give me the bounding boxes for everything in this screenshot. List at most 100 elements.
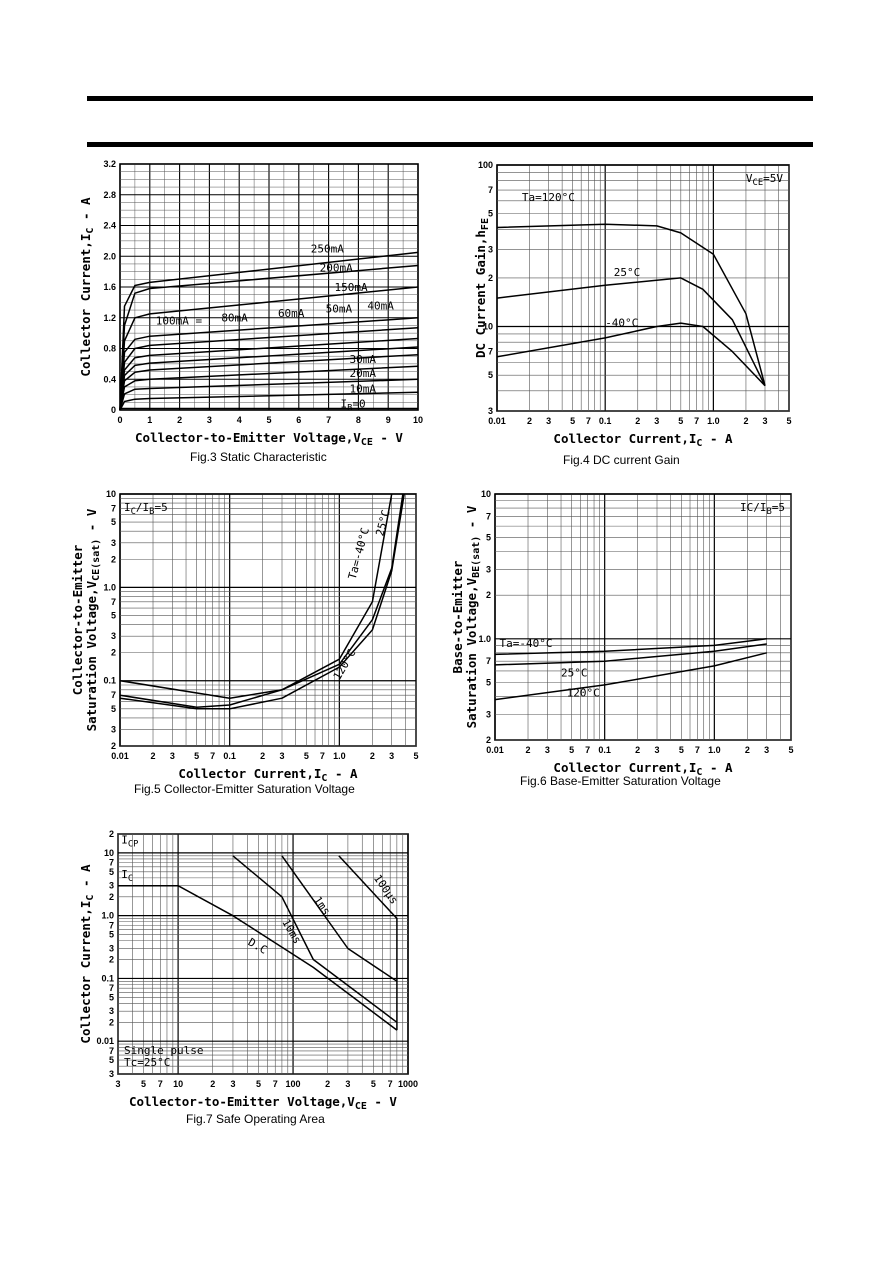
y-tick-label: 7 (486, 656, 491, 666)
y-tick-label: 0.01 (96, 1036, 114, 1046)
caption-fig5: Fig.5 Collector-Emitter Saturation Volta… (134, 782, 355, 796)
x-tick-label: 3 (389, 751, 394, 761)
x-tick-label: 7 (158, 1079, 163, 1089)
y-tick-label: 5 (488, 370, 493, 380)
fig4-svg: 0.01 2 3 5 7 0.1 2 3 5 7 1.0 2 3 5 3 5 7 10 2 3 5 7 100 Ta=120°… (473, 160, 792, 449)
x-tick-label: 7 (694, 416, 699, 426)
x-tick-label: 5 (141, 1079, 146, 1089)
y-tick-label: 1.0 (101, 911, 114, 921)
y-tick-label: 2 (109, 955, 114, 965)
y-tick-label: 5 (111, 610, 116, 620)
x-tick-label: 0.1 (598, 745, 611, 755)
y-tick-label: 10 (106, 489, 116, 499)
fig6-svg: 0.01 2 3 5 7 0.1 2 3 5 7 1.0 2 3 523571.0235710Ta=-40… (450, 489, 794, 778)
x-tick-label: 7 (388, 1079, 393, 1089)
curve-label: 25°C (614, 266, 641, 279)
y-tick-label: 0.1 (101, 973, 114, 983)
curve-label: 50mA (326, 302, 353, 315)
grid (496, 164, 790, 412)
curve-label: -40°C (605, 317, 638, 330)
series-line (119, 493, 393, 699)
y-tick-label: 10 (104, 848, 114, 858)
x-tick-label: 2 (210, 1079, 215, 1089)
y-tick-label: 7 (109, 983, 114, 993)
y-tick-label: 5 (109, 930, 114, 940)
series-line (281, 855, 398, 982)
x-tick-label: 3 (279, 751, 284, 761)
y-tick-label: 5 (486, 533, 491, 543)
y-tick-label: 2 (488, 273, 493, 283)
x-tick-label: 2 (527, 416, 532, 426)
x-tick-label: 1 (147, 415, 152, 425)
y-tick-label: 1.0 (103, 582, 116, 592)
fig5-svg: 0.01 2 3 5 7 0.1 2 3 5 7 1.0 2 3 523570.123571.023571… (70, 489, 419, 784)
y-tick-label: 3 (109, 881, 114, 891)
x-tick-label: 2 (370, 751, 375, 761)
y-tick-label: 10 (481, 489, 491, 499)
series-line (119, 365, 419, 411)
header-rule-bottom (87, 142, 813, 147)
curve-label: 80mA (221, 312, 248, 325)
y-tick-label: 5 (109, 992, 114, 1002)
y-axis-label-line1: Base-to-Emitter (450, 560, 465, 673)
y-tick-label: 2 (111, 741, 116, 751)
x-tick-label: 2 (177, 415, 182, 425)
x-axis-label: Collector-to-Emitter Voltage,VCE - V (129, 1094, 397, 1112)
curve-label: 10mA (349, 382, 376, 395)
y-tick-label: 7 (109, 920, 114, 930)
x-tick-label: 7 (326, 415, 331, 425)
x-tick-label: 5 (569, 745, 574, 755)
curve-label: IB=0 (341, 398, 366, 414)
y-tick-label: 1.6 (103, 282, 116, 292)
x-tick-label: 0.01 (111, 751, 129, 761)
curve-label: Ta=120°C (522, 191, 575, 204)
x-axis-label: Collector-to-Emitter Voltage,VCE - V (135, 430, 403, 448)
x-tick-label: 5 (304, 751, 309, 761)
y-tick-label: 5 (486, 677, 491, 687)
y-tick-label: 2.4 (103, 221, 116, 231)
y-tick-label: 7 (488, 347, 493, 357)
series-line (119, 391, 419, 411)
series-line (118, 884, 398, 1031)
y-axis-label: Collector Current,IC - A (78, 864, 96, 1044)
x-tick-label: 2 (325, 1079, 330, 1089)
y-tick-label: 7 (111, 597, 116, 607)
chart-fig7-safe-operating-area: 3 5 7 10 2 3 5 7 100 2 3 5 7 1000 3 5 7 0.01 2 3 5 7 0.1 2 3 5 7 1.… (60, 810, 440, 1130)
y-tick-label: 1.0 (478, 634, 491, 644)
y-tick-label: 5 (488, 209, 493, 219)
y-tick-label: 2 (111, 554, 116, 564)
x-tick-label: 0.1 (223, 751, 236, 761)
fig3-svg: 0 1 2 3 4 5 6 7 8 9 10 0 0.4 0.8 1.2 1.6 2.0 2.4 2.8 3.2 250… (78, 159, 423, 448)
x-tick-label: 2 (260, 751, 265, 761)
x-tick-label: 1.0 (707, 416, 720, 426)
x-tick-label: 6 (296, 415, 301, 425)
curve-label: 40mA (367, 299, 394, 312)
x-tick-label: 5 (679, 745, 684, 755)
grid (119, 493, 417, 747)
y-tick-label: 3 (486, 565, 491, 575)
curve-label: 120°C (567, 686, 600, 699)
condition-annotation: IC/IB=5 (740, 501, 785, 517)
y-tick-label: 7 (109, 1046, 114, 1056)
y-axis-label-line1: Collector-to-Emitter (70, 544, 85, 695)
y-tick-label: 3 (111, 538, 116, 548)
x-tick-label: 5 (266, 415, 271, 425)
x-tick-label: 5 (678, 416, 683, 426)
series-group (119, 251, 419, 411)
y-tick-label: 7 (111, 690, 116, 700)
curve-label: 150mA (335, 281, 368, 294)
y-tick-label: 5 (109, 1055, 114, 1065)
x-tick-label: 5 (413, 751, 418, 761)
series-line (494, 643, 767, 666)
y-tick-label: 1.2 (103, 313, 116, 323)
y-tick-label: 7 (109, 858, 114, 868)
y-tick-label: 2.8 (103, 190, 116, 200)
series-line (494, 638, 767, 656)
x-tick-label: 3 (764, 745, 769, 755)
curve-label: IC (121, 868, 133, 884)
series-line (119, 493, 404, 709)
grid (117, 833, 409, 1075)
y-axis-label-line2: Saturation Voltage,VCE(sat) - V (84, 508, 102, 731)
chart-fig4-dc-current-gain: 0.01 2 3 5 7 0.1 2 3 5 7 1.0 2 3 5 3 5 7 10 2 3 5 7 100 Ta=120°… (455, 155, 815, 465)
x-tick-label: 2 (635, 745, 640, 755)
